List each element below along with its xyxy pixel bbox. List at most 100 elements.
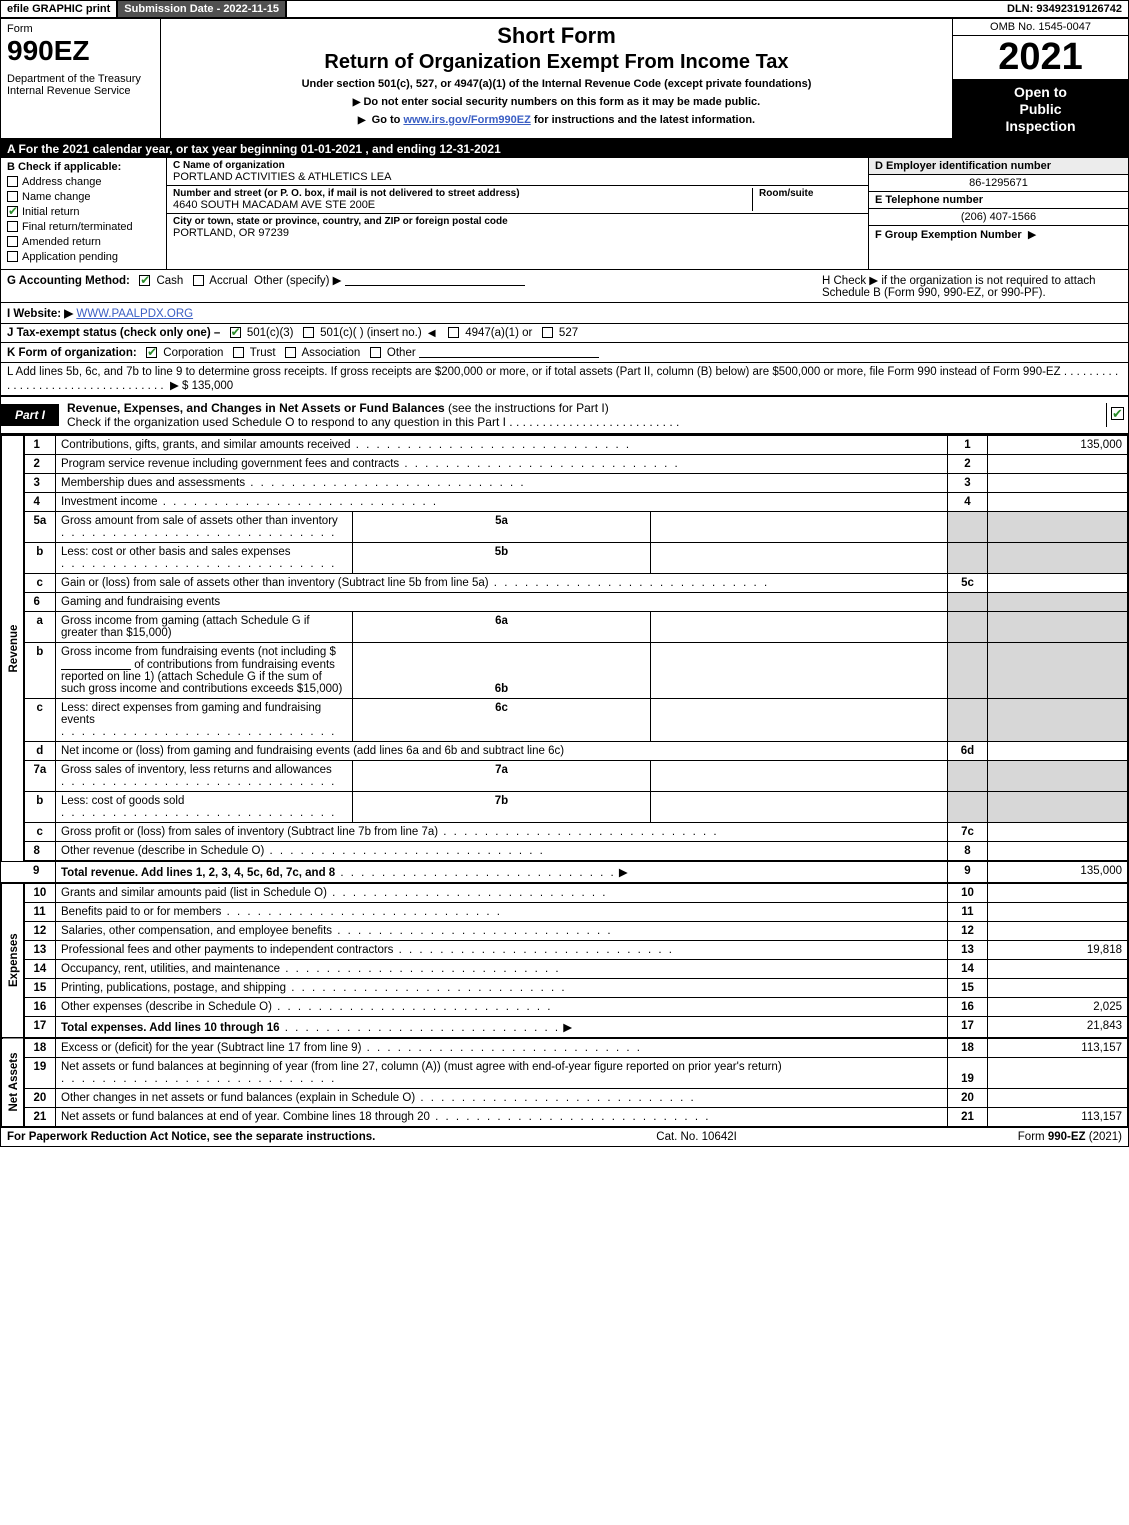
checkbox-icon[interactable] — [7, 221, 18, 232]
line-6a: a Gross income from gaming (attach Sched… — [2, 612, 1128, 643]
mini-amount — [650, 761, 947, 792]
line-number: 4 — [24, 493, 56, 512]
line-6c: c Less: direct expenses from gaming and … — [2, 699, 1128, 742]
line-11: 11 Benefits paid to or for members 11 — [2, 903, 1128, 922]
title-short-form: Short Form — [169, 23, 944, 49]
irs-link[interactable]: www.irs.gov/Form990EZ — [403, 114, 530, 126]
line-desc: Less: cost of goods sold — [56, 792, 353, 823]
checkbox-icon[interactable] — [7, 191, 18, 202]
top-bar-left: efile GRAPHIC print Submission Date - 20… — [1, 1, 287, 17]
checkbox-icon[interactable] — [7, 251, 18, 262]
check-label: Amended return — [22, 236, 101, 248]
line-ref: 12 — [948, 922, 988, 941]
form-number: 990EZ — [7, 35, 154, 67]
checkbox-4947[interactable] — [448, 327, 459, 338]
line-desc: Total revenue. Add lines 1, 2, 3, 4, 5c,… — [56, 861, 948, 883]
check-name-change: Name change — [7, 191, 160, 203]
ssn-warning: Do not enter social security numbers on … — [169, 96, 944, 108]
other-org-line — [419, 346, 599, 358]
mini-amount — [650, 699, 947, 742]
line-amount — [988, 960, 1128, 979]
line-ref: 13 — [948, 941, 988, 960]
shaded-cell — [988, 512, 1128, 543]
row-a-tax-year: A For the 2021 calendar year, or tax yea… — [1, 140, 1128, 158]
line-18: Net Assets 18 Excess or (deficit) for th… — [2, 1038, 1128, 1058]
mini-ref: 7a — [353, 761, 650, 792]
checkbox-501c[interactable] — [303, 327, 314, 338]
line-desc: Benefits paid to or for members — [56, 903, 948, 922]
arrow-icon: ▶ — [1028, 229, 1036, 241]
top-bar: efile GRAPHIC print Submission Date - 20… — [1, 1, 1128, 19]
line-number: b — [24, 643, 56, 699]
checkbox-association[interactable] — [285, 347, 296, 358]
line-desc: Printing, publications, postage, and shi… — [56, 979, 948, 998]
ein-label: D Employer identification number — [869, 158, 1128, 175]
opt-other: Other (specify) ▶ — [254, 275, 341, 287]
schedule-o-checkbox[interactable] — [1111, 407, 1124, 420]
shaded-cell — [948, 543, 988, 574]
website-link[interactable]: WWW.PAALPDX.ORG — [76, 308, 193, 320]
line-desc: Grants and similar amounts paid (list in… — [56, 883, 948, 903]
line-number: 10 — [24, 883, 56, 903]
line-ref: 21 — [948, 1108, 988, 1127]
public-inspection-badge: Open to Public Inspection — [953, 80, 1128, 138]
mini-amount — [650, 792, 947, 823]
form-word: Form — [7, 23, 154, 35]
line-amount — [988, 574, 1128, 593]
line-desc: Net assets or fund balances at end of ye… — [56, 1108, 948, 1127]
side-expenses: Expenses — [2, 883, 24, 1038]
line-ref: 4 — [948, 493, 988, 512]
line-amount — [988, 1058, 1128, 1089]
dln-label: DLN: 93492319126742 — [1001, 1, 1128, 17]
checkbox-501c3[interactable] — [230, 327, 241, 338]
i-label: I Website: ▶ — [7, 308, 73, 320]
line-desc: Contributions, gifts, grants, and simila… — [56, 436, 948, 455]
checkbox-icon[interactable] — [7, 206, 18, 217]
line-5c: c Gain or (loss) from sale of assets oth… — [2, 574, 1128, 593]
goto-suffix: for instructions and the latest informat… — [534, 114, 755, 126]
line-desc: Gain or (loss) from sale of assets other… — [56, 574, 948, 593]
line-number: 7a — [24, 761, 56, 792]
line-ref: 1 — [948, 436, 988, 455]
ein-value: 86-1295671 — [869, 175, 1128, 192]
line-number: 12 — [24, 922, 56, 941]
shaded-cell — [948, 512, 988, 543]
line-ref: 2 — [948, 455, 988, 474]
check-label: Final return/terminated — [22, 221, 133, 233]
opt-501c: 501(c)( ) (insert no.) — [320, 327, 422, 339]
tax-year: 2021 — [953, 36, 1128, 80]
checkbox-527[interactable] — [542, 327, 553, 338]
line-amount: 135,000 — [988, 436, 1128, 455]
footer-right-prefix: Form — [1018, 1131, 1048, 1143]
line-ref: 17 — [948, 1017, 988, 1039]
line-ref: 20 — [948, 1089, 988, 1108]
check-label: Address change — [22, 176, 102, 188]
part-i-title: Revenue, Expenses, and Changes in Net As… — [59, 397, 1106, 433]
l-text: L Add lines 5b, 6c, and 7b to line 9 to … — [7, 366, 1061, 378]
shaded-cell — [988, 612, 1128, 643]
shaded-cell — [948, 761, 988, 792]
check-initial-return: Initial return — [7, 206, 160, 218]
checkbox-corporation[interactable] — [146, 347, 157, 358]
line-8: 8 Other revenue (describe in Schedule O)… — [2, 842, 1128, 862]
check-application-pending: Application pending — [7, 251, 160, 263]
header-middle: Short Form Return of Organization Exempt… — [161, 19, 952, 138]
checkbox-other-org[interactable] — [370, 347, 381, 358]
line-number: 2 — [24, 455, 56, 474]
city-row: City or town, state or province, country… — [167, 214, 868, 241]
checkbox-trust[interactable] — [233, 347, 244, 358]
line-desc: Salaries, other compensation, and employ… — [56, 922, 948, 941]
efile-print-label: efile GRAPHIC print — [1, 1, 118, 17]
org-name-label: C Name of organization — [173, 160, 862, 171]
line-number: b — [24, 792, 56, 823]
checkbox-icon[interactable] — [7, 176, 18, 187]
checkbox-icon[interactable] — [7, 236, 18, 247]
checkbox-cash[interactable] — [139, 275, 150, 286]
line-amount: 113,157 — [988, 1038, 1128, 1058]
check-label: Name change — [22, 191, 91, 203]
part-i-title-rest: (see the instructions for Part I) — [448, 401, 609, 415]
department-label: Department of the Treasury Internal Reve… — [7, 73, 154, 97]
form-header: Form 990EZ Department of the Treasury In… — [1, 19, 1128, 140]
left-arrow-icon — [425, 327, 439, 339]
checkbox-accrual[interactable] — [193, 275, 204, 286]
